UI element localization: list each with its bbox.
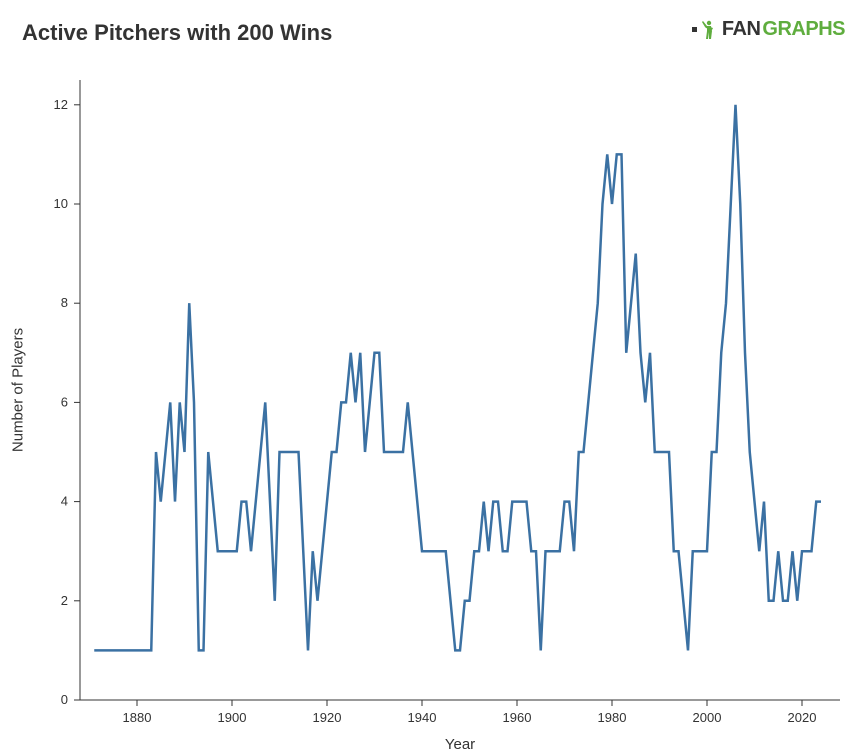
- logo-graphs-text: GRAPHS: [762, 18, 845, 41]
- svg-text:10: 10: [54, 196, 68, 211]
- svg-text:8: 8: [61, 295, 68, 310]
- chart-container: Active Pitchers with 200 Wins FANGRAPHS …: [0, 0, 867, 752]
- svg-text:1900: 1900: [218, 710, 247, 725]
- svg-text:2000: 2000: [693, 710, 722, 725]
- chart-svg: 0 2 4 6 8 10 12 1880 1900 1920 1940 1960 1980 2000 202…: [0, 0, 867, 752]
- x-axis-label: Year: [445, 736, 475, 753]
- svg-text:4: 4: [61, 494, 68, 509]
- svg-text:1960: 1960: [503, 710, 532, 725]
- svg-text:1980: 1980: [598, 710, 627, 725]
- svg-text:2020: 2020: [788, 710, 817, 725]
- logo-fan-text: FAN: [722, 18, 761, 41]
- svg-text:0: 0: [61, 692, 68, 707]
- logo-dot: [692, 27, 697, 32]
- svg-text:12: 12: [54, 97, 68, 112]
- chart-title: Active Pitchers with 200 Wins: [22, 20, 332, 46]
- fangraphs-logo: FANGRAPHS: [692, 18, 845, 41]
- svg-text:1940: 1940: [408, 710, 437, 725]
- svg-text:2: 2: [61, 593, 68, 608]
- y-axis-label: Number of Players: [10, 328, 27, 452]
- svg-text:6: 6: [61, 394, 68, 409]
- svg-text:1920: 1920: [313, 710, 342, 725]
- svg-text:1880: 1880: [123, 710, 152, 725]
- batter-icon: [700, 19, 720, 41]
